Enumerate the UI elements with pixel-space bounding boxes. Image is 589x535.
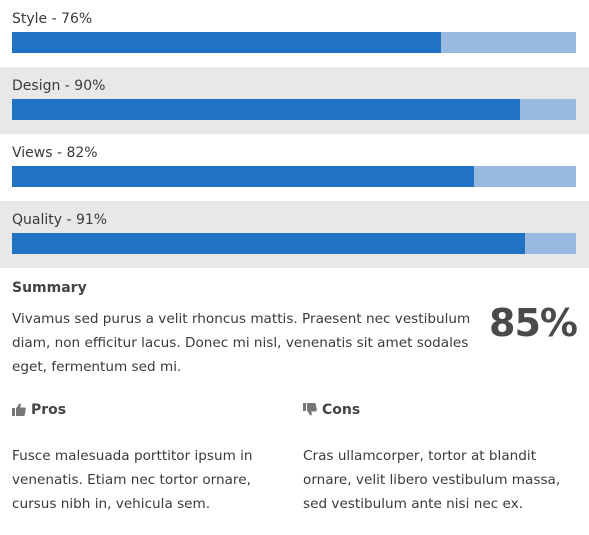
rating-label: Quality - 91% xyxy=(12,212,108,228)
rating-row-design: Design - 90% xyxy=(0,67,589,134)
rating-bar-track xyxy=(12,233,576,254)
cons-column: Cons Cras ullamcorper, tortor at blandit… xyxy=(303,401,573,516)
rating-bar-fill xyxy=(12,32,441,53)
rating-bar-fill xyxy=(12,99,520,120)
thumbs-up-icon xyxy=(12,403,26,416)
summary-section: Summary Vivamus sed purus a velit rhoncu… xyxy=(12,279,578,379)
summary-text: Vivamus sed purus a velit rhoncus mattis… xyxy=(12,311,471,375)
rating-label: Design - 90% xyxy=(12,78,106,94)
cons-text: Cras ullamcorper, tortor at blandit orna… xyxy=(303,448,561,512)
rating-row-style: Style - 76% xyxy=(0,0,589,67)
rating-row-views: Views - 82% xyxy=(0,134,589,201)
rating-bar-fill xyxy=(12,166,475,187)
thumbs-down-icon xyxy=(303,403,317,416)
rating-list: Style - 76% Design - 90% Views - 82% Qua… xyxy=(0,0,589,268)
summary-score: 85% xyxy=(489,301,578,345)
pros-column: Pros Fusce malesuada porttitor ipsum in … xyxy=(12,401,282,516)
summary-title: Summary xyxy=(12,280,87,296)
rating-bar-track xyxy=(12,166,576,187)
pros-title: Pros xyxy=(31,402,67,418)
rating-bar-track xyxy=(12,99,576,120)
rating-bar-fill xyxy=(12,233,526,254)
rating-label: Style - 76% xyxy=(12,11,93,27)
rating-row-quality: Quality - 91% xyxy=(0,201,589,268)
summary-body: Vivamus sed purus a velit rhoncus mattis… xyxy=(12,301,578,379)
rating-bar-track xyxy=(12,32,576,53)
rating-label: Views - 82% xyxy=(12,145,98,161)
cons-title: Cons xyxy=(322,402,361,418)
pros-header: Pros xyxy=(12,401,282,419)
cons-header: Cons xyxy=(303,401,573,419)
pros-text: Fusce malesuada porttitor ipsum in venen… xyxy=(12,448,253,512)
